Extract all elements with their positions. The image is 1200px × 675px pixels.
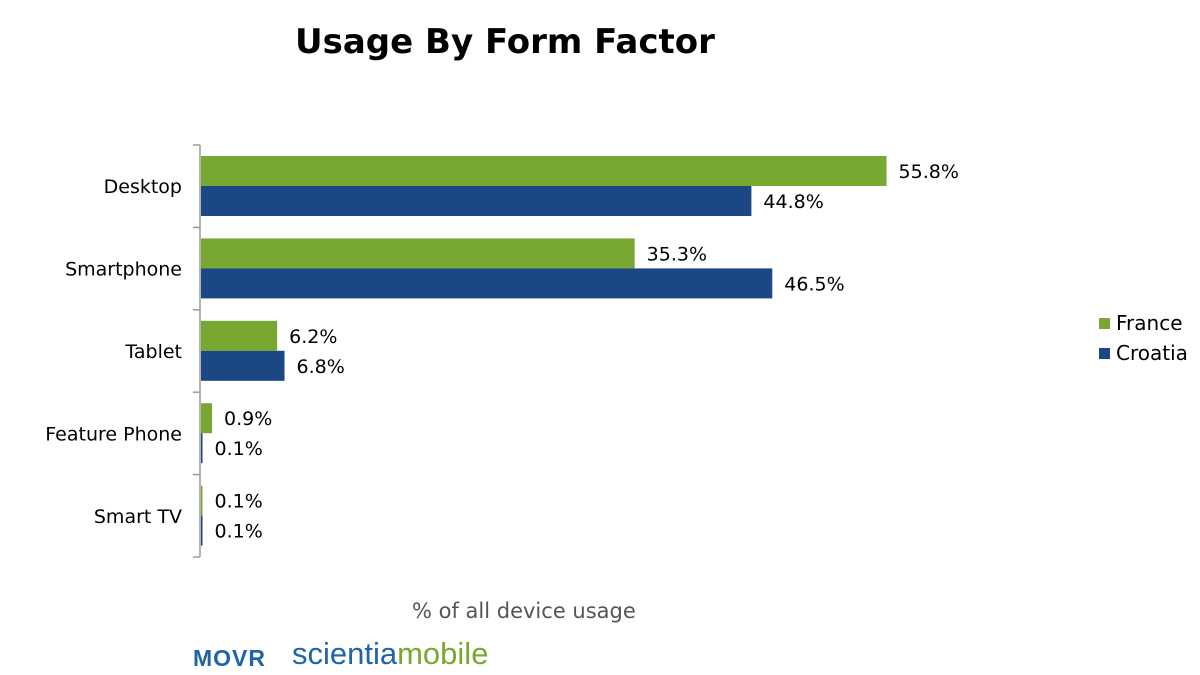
bar-france-tablet [201, 320, 278, 351]
data-label-france-feature-phone: 0.9% [224, 408, 272, 430]
legend-label-croatia: Croatia [1116, 341, 1188, 365]
bar-croatia-smartphone [201, 268, 773, 299]
category-label-smart-tv: Smart TV [94, 506, 182, 528]
legend-swatch-france [1099, 317, 1110, 329]
bar-croatia-smart-tv [201, 515, 203, 546]
data-label-france-desktop: 55.8% [899, 161, 959, 183]
data-label-croatia-tablet: 6.8% [297, 356, 345, 378]
bar-france-smartphone [201, 238, 635, 269]
data-label-croatia-feature-phone: 0.1% [215, 438, 263, 460]
data-label-france-smart-tv: 0.1% [215, 491, 263, 513]
scientiamobile-logo: scientiamobile [292, 636, 488, 672]
category-label-smartphone: Smartphone [65, 259, 182, 281]
bar-france-smart-tv [201, 485, 203, 516]
bar-croatia-tablet [201, 350, 285, 381]
legend-item-croatia: Croatia [1099, 338, 1188, 368]
legend-swatch-croatia [1099, 347, 1110, 359]
bar-croatia-desktop [201, 186, 752, 216]
bar-france-desktop [201, 156, 887, 186]
data-label-france-tablet: 6.2% [289, 326, 337, 348]
chart-title: Usage By Form Factor [295, 22, 715, 62]
legend: France Croatia [1099, 308, 1188, 368]
category-label-desktop: Desktop [104, 176, 182, 198]
data-label-croatia-desktop: 44.8% [763, 191, 823, 213]
legend-label-france: France [1116, 311, 1183, 335]
category-label-feature-phone: Feature Phone [45, 423, 182, 445]
x-axis-label: % of all device usage [412, 599, 636, 623]
data-label-france-smartphone: 35.3% [647, 243, 707, 265]
scientiamobile-logo-part1: scientia [292, 636, 398, 671]
category-label-tablet: Tablet [124, 341, 182, 363]
scientiamobile-logo-part2: mobile [397, 636, 489, 671]
data-label-croatia-smartphone: 46.5% [784, 273, 844, 295]
bar-croatia-feature-phone [201, 433, 203, 464]
legend-item-france: France [1099, 308, 1188, 338]
data-label-croatia-smart-tv: 0.1% [215, 521, 263, 543]
bar-france-feature-phone [201, 403, 213, 434]
movr-logo: MOVR [193, 645, 266, 671]
